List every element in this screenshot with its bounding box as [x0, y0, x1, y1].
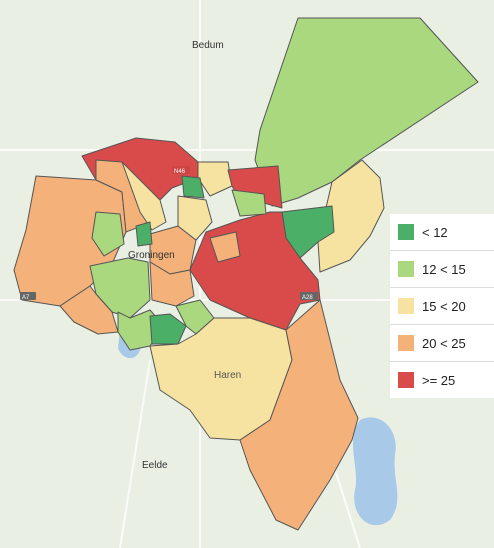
region-southeast-orange[interactable]: [239, 299, 359, 531]
legend-label: 12 < 15: [422, 261, 466, 277]
region-center-orange-3[interactable]: [209, 231, 241, 263]
region-center-green-small[interactable]: [135, 221, 153, 247]
legend-label: < 12: [422, 224, 448, 240]
legend-swatch: [398, 224, 414, 240]
legend-label: >= 25: [422, 372, 456, 388]
legend-swatch: [398, 372, 414, 388]
region-south-green[interactable]: [149, 313, 187, 345]
map-legend: < 12 12 < 15 15 < 20 20 < 25 >= 25: [390, 214, 494, 398]
lake-zuidlaardermeer: [353, 417, 398, 526]
road-badge-a7: A7: [22, 295, 30, 301]
region-center-orange-2[interactable]: [149, 261, 195, 307]
road-badge-group: N46 A7 A28: [20, 166, 318, 301]
place-label-bedum: Bedum: [192, 40, 224, 51]
region-center-yellow-2[interactable]: [177, 195, 213, 241]
place-label-groningen: Groningen: [128, 250, 175, 261]
region-center-lightgreen-north[interactable]: [231, 189, 267, 217]
legend-swatch: [398, 261, 414, 277]
place-label-haren: Haren: [214, 370, 241, 381]
region-west-lightgreen[interactable]: [91, 211, 125, 257]
legend-item: < 12: [390, 214, 494, 251]
legend-swatch: [398, 298, 414, 314]
legend-label: 15 < 20: [422, 298, 466, 314]
region-north-yellow[interactable]: [197, 161, 233, 197]
legend-item: 15 < 20: [390, 288, 494, 325]
legend-label: 20 < 25: [422, 335, 466, 351]
region-center-green-north[interactable]: [181, 175, 205, 199]
legend-item: 12 < 15: [390, 251, 494, 288]
region-northeast[interactable]: [254, 17, 479, 207]
road-badge-n46: N46: [174, 169, 186, 175]
place-label-eelde: Eelde: [142, 460, 168, 471]
legend-swatch: [398, 335, 414, 351]
legend-item: >= 25: [390, 362, 494, 398]
region-southwest-orange[interactable]: [59, 285, 119, 335]
road-badge-a28: A28: [302, 295, 313, 301]
legend-item: 20 < 25: [390, 325, 494, 362]
region-east-yellow[interactable]: [317, 159, 385, 273]
region-central-yellow[interactable]: [121, 161, 167, 231]
